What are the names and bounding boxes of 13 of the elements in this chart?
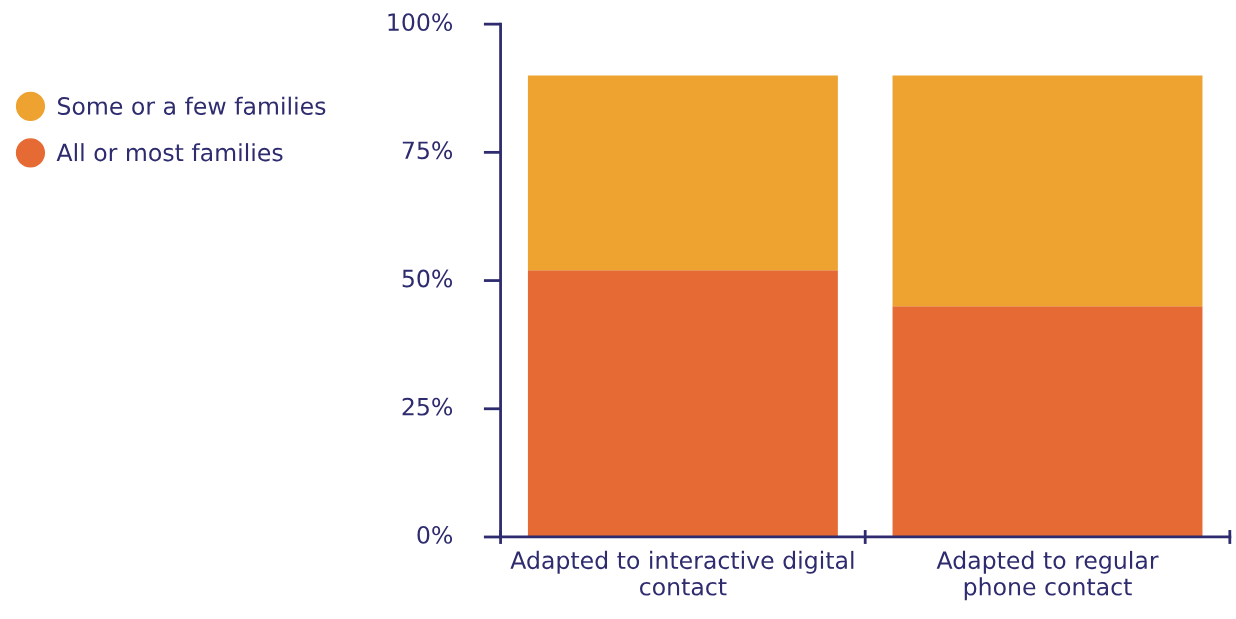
bar	[527, 75, 838, 271]
x-tick-label: Adapted to regular phone contact	[936, 550, 1159, 601]
y-tick-label: 0%	[417, 525, 453, 544]
legend-label: All or most families	[56, 143, 283, 162]
y-tick-label: 75%	[402, 141, 453, 160]
bar	[892, 306, 1203, 537]
y-tick-label: 50%	[402, 269, 453, 288]
y-tick-label: 100%	[388, 13, 453, 31]
y-tick-label: 25%	[402, 397, 453, 416]
legend-label: Some or a few families	[57, 96, 326, 115]
x-tick-label: Adapted to interactive digital contact	[510, 550, 854, 596]
bar	[527, 270, 838, 537]
bar	[892, 75, 1203, 307]
